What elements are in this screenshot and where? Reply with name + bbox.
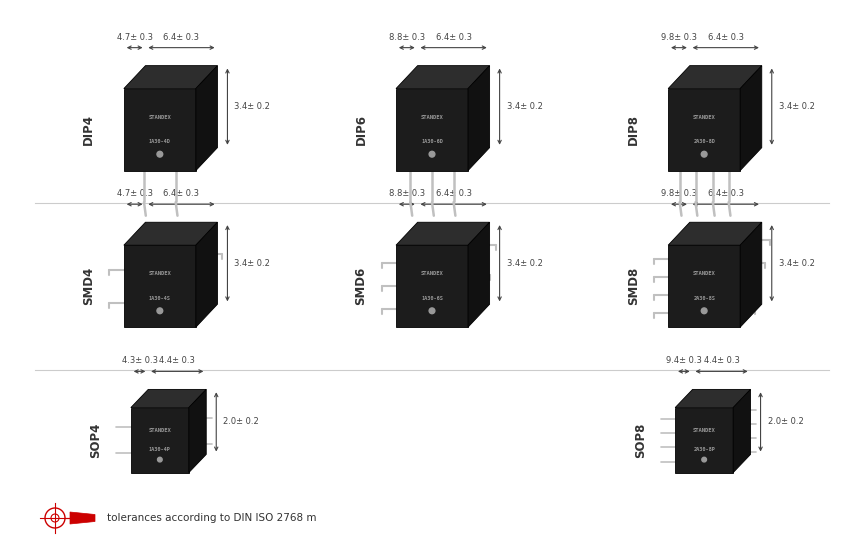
Polygon shape xyxy=(675,408,734,472)
Polygon shape xyxy=(468,66,490,171)
Text: 4.4± 0.3: 4.4± 0.3 xyxy=(703,356,740,366)
Polygon shape xyxy=(196,66,218,171)
Text: 3.4± 0.2: 3.4± 0.2 xyxy=(506,102,543,111)
Polygon shape xyxy=(396,89,468,171)
Polygon shape xyxy=(734,389,751,472)
Text: 1A30-6S: 1A30-6S xyxy=(421,296,443,301)
Circle shape xyxy=(429,308,435,314)
Text: 3.4± 0.2: 3.4± 0.2 xyxy=(778,259,815,268)
Text: STANDEX: STANDEX xyxy=(149,115,171,120)
Text: tolerances according to DIN ISO 2768 m: tolerances according to DIN ISO 2768 m xyxy=(107,513,316,523)
Polygon shape xyxy=(668,222,762,245)
Text: 1A30-6D: 1A30-6D xyxy=(421,139,443,144)
Circle shape xyxy=(157,308,162,314)
Text: STANDEX: STANDEX xyxy=(693,428,715,433)
Text: 4.4± 0.3: 4.4± 0.3 xyxy=(159,356,195,366)
Polygon shape xyxy=(740,66,762,171)
Text: 6.4± 0.3: 6.4± 0.3 xyxy=(708,32,744,42)
Polygon shape xyxy=(740,222,762,327)
Text: STANDEX: STANDEX xyxy=(421,115,443,120)
Text: 2.0± 0.2: 2.0± 0.2 xyxy=(223,417,259,427)
Text: 9.8± 0.3: 9.8± 0.3 xyxy=(661,32,697,42)
Text: STANDEX: STANDEX xyxy=(693,115,715,120)
Text: SMD4: SMD4 xyxy=(82,267,95,305)
Text: SOP4: SOP4 xyxy=(89,422,102,458)
Text: 2A30-8P: 2A30-8P xyxy=(693,447,715,453)
Text: STANDEX: STANDEX xyxy=(421,272,443,276)
Text: 6.4± 0.3: 6.4± 0.3 xyxy=(708,189,744,198)
Polygon shape xyxy=(124,245,196,327)
Text: DIP6: DIP6 xyxy=(354,114,367,145)
Polygon shape xyxy=(396,245,468,327)
Polygon shape xyxy=(124,222,218,245)
Text: 3.4± 0.2: 3.4± 0.2 xyxy=(234,259,270,268)
Text: 4.7± 0.3: 4.7± 0.3 xyxy=(117,189,153,198)
Text: 6.4± 0.3: 6.4± 0.3 xyxy=(163,32,200,42)
Polygon shape xyxy=(468,222,490,327)
Polygon shape xyxy=(124,66,218,89)
Text: 2A30-8S: 2A30-8S xyxy=(693,296,715,301)
Polygon shape xyxy=(130,389,206,408)
Text: 1A30-4P: 1A30-4P xyxy=(149,447,171,453)
Polygon shape xyxy=(130,408,189,472)
Text: 9.4± 0.3: 9.4± 0.3 xyxy=(666,356,702,366)
Text: 2.0± 0.2: 2.0± 0.2 xyxy=(767,417,804,427)
Circle shape xyxy=(157,151,162,157)
Polygon shape xyxy=(396,222,490,245)
Text: 1A30-4S: 1A30-4S xyxy=(149,296,171,301)
Text: DIP8: DIP8 xyxy=(626,114,639,145)
Circle shape xyxy=(702,457,707,462)
Text: 4.7± 0.3: 4.7± 0.3 xyxy=(117,32,153,42)
Text: SMD6: SMD6 xyxy=(354,267,367,305)
Text: 6.4± 0.3: 6.4± 0.3 xyxy=(163,189,200,198)
Polygon shape xyxy=(675,389,751,408)
Text: 8.8± 0.3: 8.8± 0.3 xyxy=(389,32,425,42)
Circle shape xyxy=(702,308,707,314)
Polygon shape xyxy=(124,89,196,171)
Text: 4.3± 0.3: 4.3± 0.3 xyxy=(122,356,157,366)
Text: 8.8± 0.3: 8.8± 0.3 xyxy=(389,189,425,198)
Text: SOP8: SOP8 xyxy=(633,422,646,458)
Text: 9.8± 0.3: 9.8± 0.3 xyxy=(661,189,697,198)
Text: STANDEX: STANDEX xyxy=(693,272,715,276)
Polygon shape xyxy=(70,512,95,524)
Polygon shape xyxy=(668,245,740,327)
Polygon shape xyxy=(196,222,218,327)
Polygon shape xyxy=(189,389,206,472)
Text: 3.4± 0.2: 3.4± 0.2 xyxy=(778,102,815,111)
Text: SMD8: SMD8 xyxy=(626,267,639,305)
Circle shape xyxy=(429,151,435,157)
Text: 2A30-8D: 2A30-8D xyxy=(693,139,715,144)
Text: STANDEX: STANDEX xyxy=(149,428,171,433)
Polygon shape xyxy=(396,66,490,89)
Text: DIP4: DIP4 xyxy=(82,114,95,145)
Text: STANDEX: STANDEX xyxy=(149,272,171,276)
Text: 1A30-4D: 1A30-4D xyxy=(149,139,171,144)
Text: 6.4± 0.3: 6.4± 0.3 xyxy=(435,32,472,42)
Circle shape xyxy=(702,151,707,157)
Text: 3.4± 0.2: 3.4± 0.2 xyxy=(234,102,270,111)
Polygon shape xyxy=(668,89,740,171)
Polygon shape xyxy=(668,66,762,89)
Circle shape xyxy=(157,457,162,462)
Text: 6.4± 0.3: 6.4± 0.3 xyxy=(435,189,472,198)
Text: 3.4± 0.2: 3.4± 0.2 xyxy=(506,259,543,268)
